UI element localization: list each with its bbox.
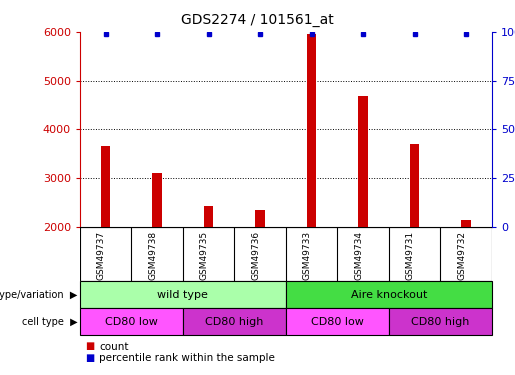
Text: cell type  ▶: cell type ▶ <box>22 317 77 327</box>
Text: genotype/variation  ▶: genotype/variation ▶ <box>0 290 77 300</box>
Bar <box>80 281 286 308</box>
Text: GSM49737: GSM49737 <box>97 231 106 280</box>
Bar <box>286 308 389 335</box>
Text: CD80 low: CD80 low <box>105 317 158 327</box>
Bar <box>461 220 471 227</box>
Text: CD80 low: CD80 low <box>311 317 364 327</box>
Text: ■: ■ <box>85 353 94 363</box>
Bar <box>307 34 316 227</box>
Text: CD80 high: CD80 high <box>411 317 470 327</box>
Text: wild type: wild type <box>158 290 208 300</box>
Bar <box>101 147 110 227</box>
Bar <box>204 206 213 227</box>
Text: ■: ■ <box>85 342 94 351</box>
Bar <box>358 96 368 227</box>
Text: GSM49738: GSM49738 <box>148 231 157 280</box>
Text: GSM49735: GSM49735 <box>200 231 209 280</box>
Text: percentile rank within the sample: percentile rank within the sample <box>99 353 276 363</box>
Text: GSM49733: GSM49733 <box>303 231 312 280</box>
Text: CD80 high: CD80 high <box>205 317 264 327</box>
Text: GSM49734: GSM49734 <box>354 231 363 280</box>
Bar <box>152 173 162 227</box>
Bar <box>80 308 183 335</box>
Bar <box>255 210 265 227</box>
Bar <box>389 308 492 335</box>
Bar <box>183 308 286 335</box>
Text: GDS2274 / 101561_at: GDS2274 / 101561_at <box>181 13 334 27</box>
Text: GSM49731: GSM49731 <box>406 231 415 280</box>
Text: GSM49736: GSM49736 <box>251 231 260 280</box>
Bar <box>410 144 419 227</box>
Text: count: count <box>99 342 129 351</box>
Text: Aire knockout: Aire knockout <box>351 290 427 300</box>
Bar <box>286 281 492 308</box>
Text: GSM49732: GSM49732 <box>457 231 466 280</box>
